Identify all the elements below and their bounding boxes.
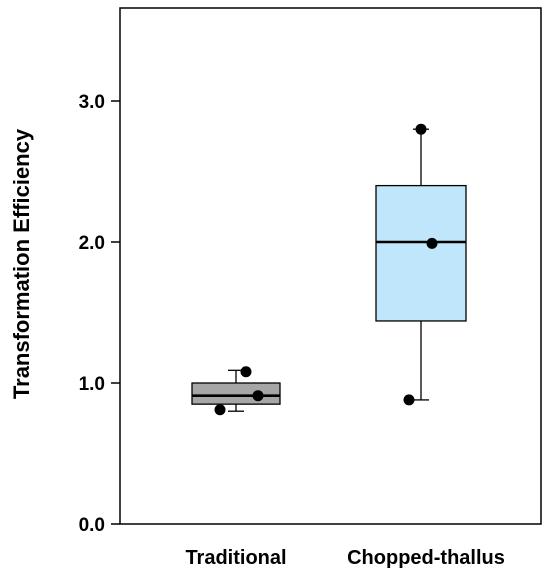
x-category-label: Chopped-thallus bbox=[347, 547, 505, 569]
box-group bbox=[375, 123, 467, 406]
boxes bbox=[191, 123, 467, 416]
box-iqr bbox=[375, 184, 467, 322]
y-tick-label: 3.0 bbox=[79, 92, 105, 113]
data-point bbox=[403, 394, 415, 406]
y-tick-label: 2.0 bbox=[79, 233, 105, 254]
data-point bbox=[214, 404, 226, 416]
data-point bbox=[252, 390, 264, 402]
data-point bbox=[415, 123, 427, 135]
y-axis: 0.0 1.0 2.0 3.0 bbox=[79, 92, 120, 536]
y-tick-label: 1.0 bbox=[79, 374, 105, 395]
y-axis-title: Transformation Efficiency bbox=[9, 128, 34, 399]
y-tick-label: 0.0 bbox=[79, 515, 105, 536]
plot-frame bbox=[119, 7, 542, 525]
data-point bbox=[240, 366, 252, 378]
box-iqr bbox=[191, 382, 281, 405]
x-category-label: Traditional bbox=[185, 547, 286, 569]
box-group bbox=[191, 366, 281, 416]
data-point bbox=[426, 237, 438, 249]
x-axis: Traditional Chopped-thallus bbox=[185, 547, 504, 569]
